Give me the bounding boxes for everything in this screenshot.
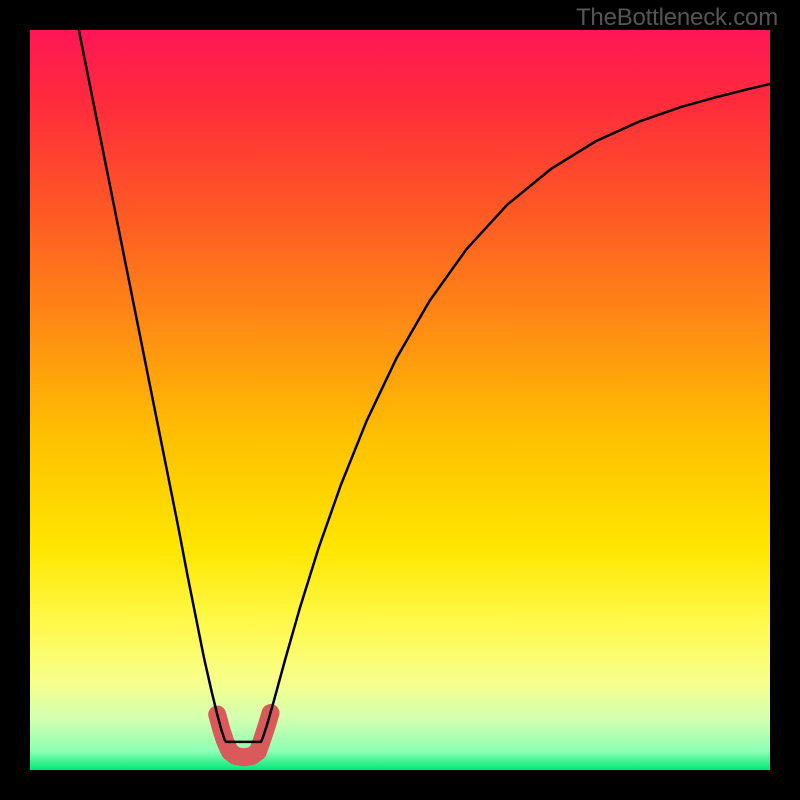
plot-area	[30, 30, 770, 770]
watermark-text: TheBottleneck.com	[576, 4, 778, 32]
gradient-background	[30, 30, 770, 770]
chart-frame: TheBottleneck.com	[0, 0, 800, 800]
chart-svg	[30, 30, 770, 770]
